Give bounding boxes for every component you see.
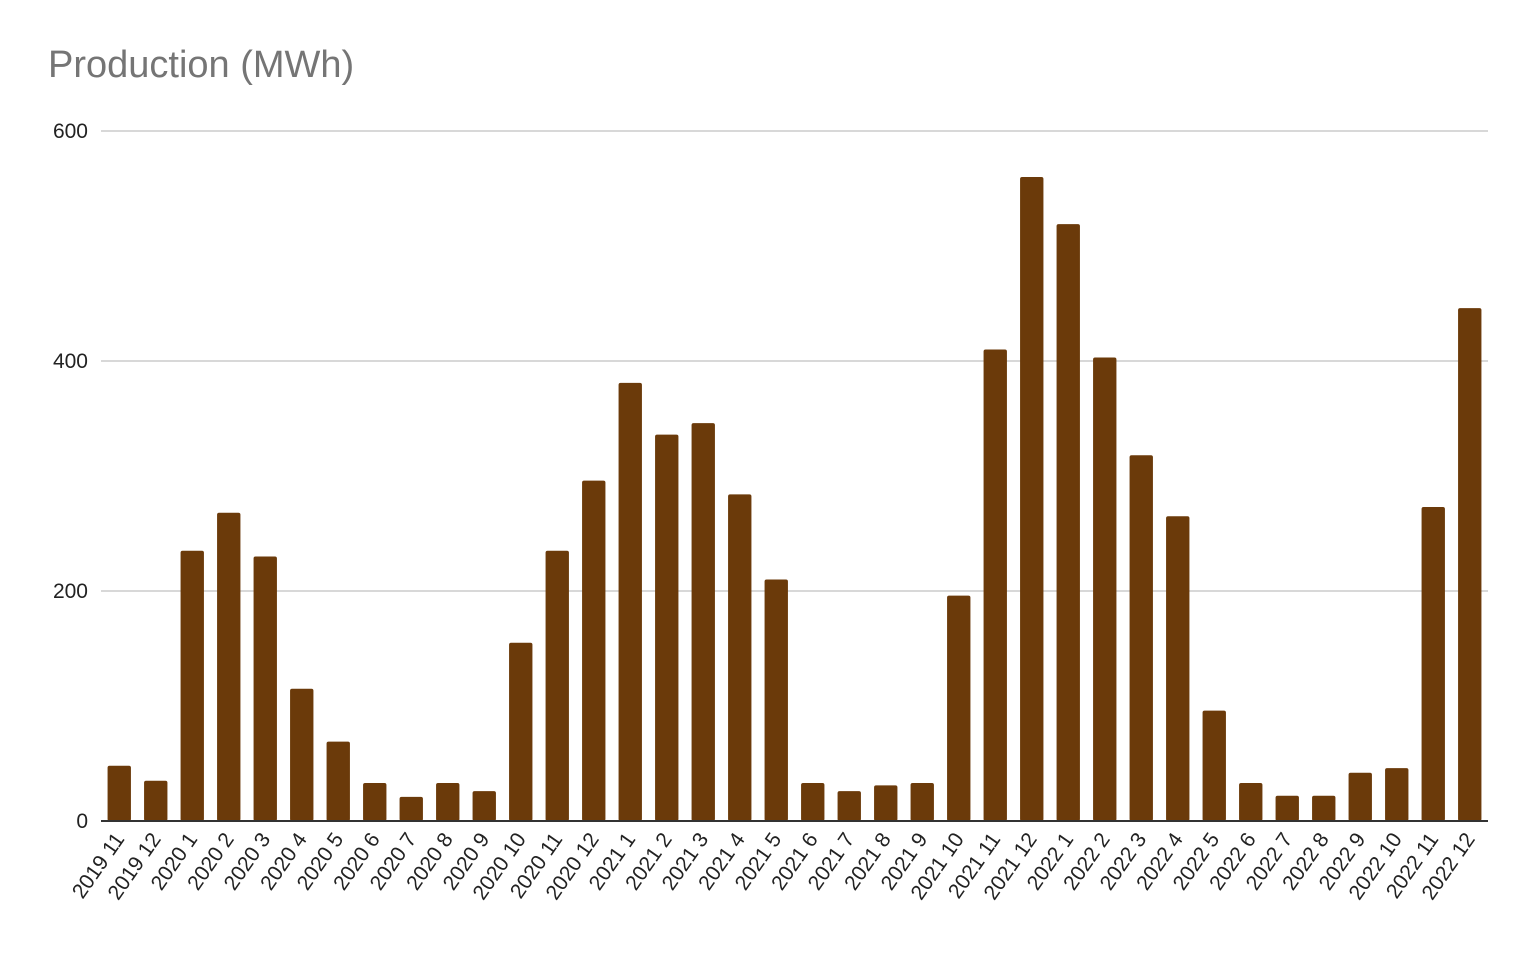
bar xyxy=(1129,455,1153,821)
y-tick-label: 600 xyxy=(53,120,88,143)
bar xyxy=(1202,710,1226,821)
bar xyxy=(910,783,934,821)
bar xyxy=(874,785,898,821)
bar xyxy=(399,796,423,821)
chart-title: Production (MWh) xyxy=(48,44,355,86)
bar xyxy=(837,791,861,821)
bar xyxy=(1385,768,1409,821)
bar xyxy=(1421,507,1445,821)
bar xyxy=(801,783,825,821)
bar xyxy=(728,494,752,821)
bar xyxy=(1093,357,1117,821)
bar xyxy=(363,783,387,821)
bar xyxy=(582,480,606,821)
bar xyxy=(1275,795,1299,821)
bar xyxy=(107,765,131,821)
bar xyxy=(509,642,533,821)
bar xyxy=(1312,795,1336,821)
bar xyxy=(655,434,679,821)
y-tick-label: 400 xyxy=(53,350,88,373)
bar xyxy=(290,688,314,821)
bar xyxy=(144,780,168,821)
gridlines xyxy=(101,130,1488,592)
bar xyxy=(326,741,350,821)
bar xyxy=(1239,783,1263,821)
bar xyxy=(947,595,971,821)
bar xyxy=(472,791,496,821)
bar xyxy=(545,550,569,821)
bar xyxy=(253,556,277,821)
bar xyxy=(1348,772,1372,821)
bars xyxy=(107,177,1482,822)
bar xyxy=(1166,516,1190,821)
y-tick-label: 200 xyxy=(53,580,88,603)
bar xyxy=(180,550,204,821)
bar xyxy=(691,423,715,821)
bar xyxy=(217,512,241,821)
bar xyxy=(436,783,460,821)
y-axis-ticks: 0 200 400 600 xyxy=(53,120,88,833)
bar xyxy=(1020,177,1044,821)
bar xyxy=(1458,308,1482,822)
bar xyxy=(1056,224,1080,821)
y-tick-label: 0 xyxy=(76,810,88,833)
bar xyxy=(983,349,1007,821)
bar xyxy=(764,579,788,821)
bar xyxy=(618,382,642,821)
